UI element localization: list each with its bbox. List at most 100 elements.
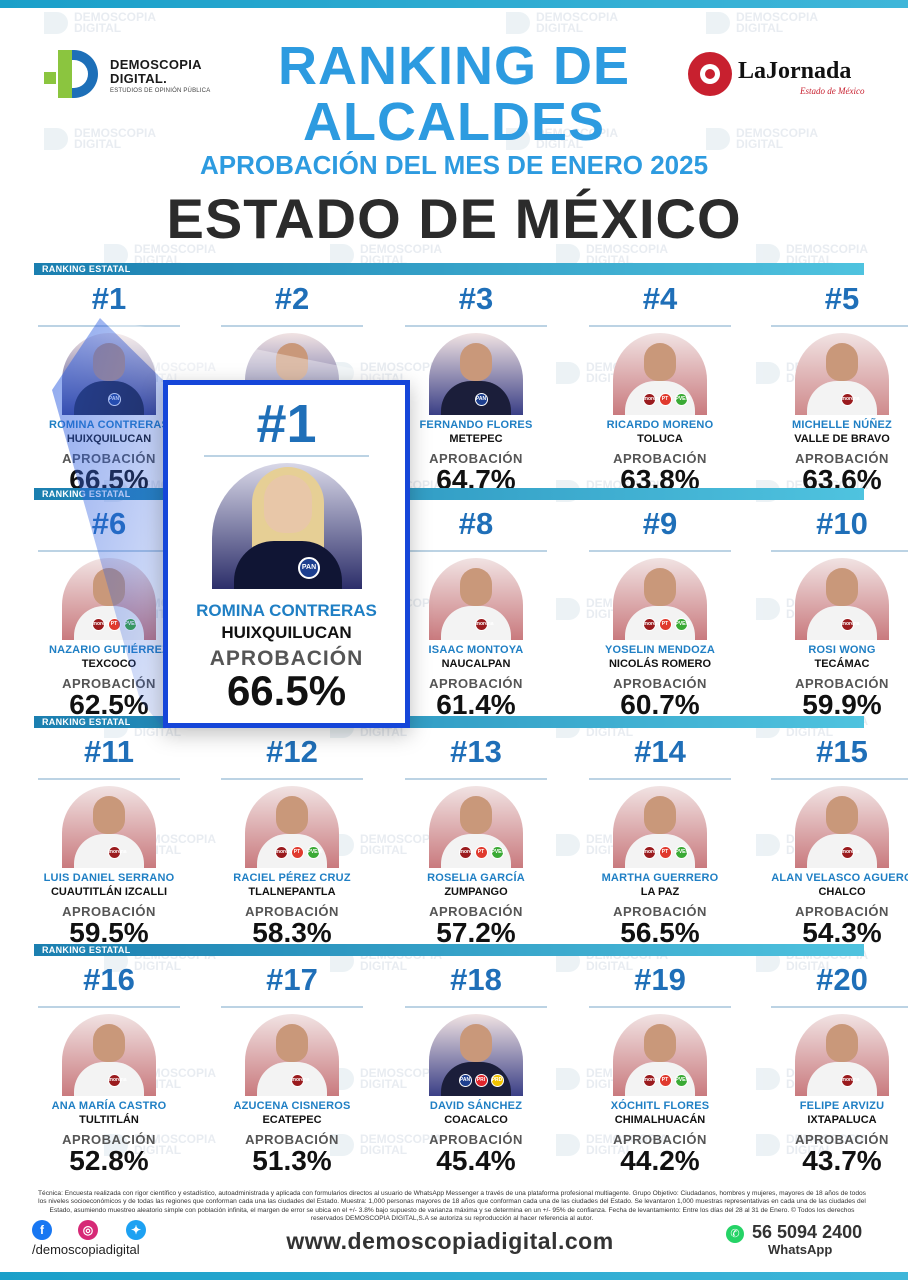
candidate-city: CUAUTITLÁN IZCALLI: [50, 886, 168, 898]
candidate-rank: #14: [634, 734, 686, 769]
morena-party-icon: morena: [458, 846, 478, 859]
candidate-rank: #9: [642, 506, 678, 541]
candidate-name: RICARDO MORENO: [606, 419, 714, 431]
approval-label: APROBACIÓN: [613, 676, 707, 691]
morena-party-icon: morena: [840, 846, 860, 859]
rank-divider: [771, 778, 908, 780]
candidate-name: LUIS DANIEL SERRANO: [43, 872, 175, 884]
candidate-rank: #11: [83, 734, 134, 769]
candidate-city: CHALCO: [818, 886, 866, 898]
candidate-name: ISAAC MONTOYA: [428, 644, 524, 656]
candidate-card: #17 morena AZUCENA CISNEROS ECATEPEC APROBAC…: [217, 962, 367, 1177]
pvem-party-icon: PVEM: [674, 618, 690, 631]
prd-party-icon: PRD: [490, 1074, 504, 1087]
candidate-rank: #13: [450, 734, 502, 769]
whatsapp-contact[interactable]: ✆ 56 5094 2400 WhatsApp: [722, 1222, 882, 1262]
demoscopia-logo-mark: [42, 50, 100, 98]
rank-divider: [38, 550, 180, 552]
candidate-card: #14 morena PT PVEM MARTHA GUERRERO LA PAZ APRO…: [585, 734, 735, 949]
candidate-card: #10 morena ROSI WONG TECÁMAC APROBACIÓN 59.9%: [767, 506, 908, 721]
candidate-city: ZUMPANGO: [444, 886, 508, 898]
candidate-name: ANA MARÍA CASTRO: [51, 1100, 167, 1112]
approval-value: 57.2%: [436, 917, 516, 948]
pan-party-icon: PAN: [298, 557, 320, 579]
pvem-party-icon: PVEM: [490, 846, 506, 859]
candidate-name: DAVID SÁNCHEZ: [429, 1100, 523, 1112]
approval-value: 45.4%: [436, 1145, 516, 1176]
whatsapp-icon: ✆: [726, 1225, 744, 1243]
rank-divider: [589, 1006, 731, 1008]
section-label: RANKING ESTATAL: [42, 717, 131, 727]
candidate-city: COACALCO: [444, 1114, 508, 1126]
social-links: f ◎ ✦ /demoscopiadigital: [32, 1220, 192, 1260]
whatsapp-number[interactable]: 56 5094 2400: [752, 1222, 863, 1242]
ranking-section: RANKING ESTATAL #6 morena PT PVEM NAZARIO GUT…: [34, 488, 908, 720]
candidate-rank: #12: [266, 734, 318, 769]
pt-party-icon: PT: [658, 618, 672, 631]
approval-label: APROBACIÓN: [62, 904, 156, 919]
morena-party-icon: morena: [91, 618, 111, 631]
candidate-city: TOLUCA: [637, 433, 683, 445]
approval-label: APROBACIÓN: [245, 1132, 339, 1147]
candidate-photo: morena: [429, 558, 523, 640]
approval-label: APROBACIÓN: [429, 676, 523, 691]
candidate-card: #8 morena ISAAC MONTOYA NAUCALPAN APROBACIÓN…: [401, 506, 551, 721]
candidate-card: #4 morena PT PVEM RICARDO MORENO TOLUCA APROBA…: [585, 281, 735, 496]
candidate-city: ECATEPEC: [262, 1114, 322, 1126]
title-line-1: RANKING DE: [277, 36, 630, 96]
approval-label: APROBACIÓN: [62, 1132, 156, 1147]
ranking-section: RANKING ESTATAL #16 morena ANA MARÍA CASTRO…: [34, 944, 908, 1176]
approval-value: 56.5%: [620, 917, 700, 948]
candidate-rank: #6: [91, 506, 127, 541]
candidate-city: TECÁMAC: [814, 658, 870, 670]
social-handle[interactable]: /demoscopiadigital: [32, 1242, 140, 1257]
candidate-rank: #5: [824, 281, 860, 316]
pan-party-icon: PAN: [474, 393, 488, 406]
rank-divider: [221, 1006, 363, 1008]
section-band: RANKING ESTATAL: [34, 944, 864, 956]
candidate-photo: morena: [795, 333, 889, 415]
rank-divider: [405, 550, 547, 552]
approval-value: 61.4%: [436, 689, 516, 720]
morena-party-icon: morena: [840, 618, 860, 631]
candidate-card: #20 morena FELIPE ARVIZU IXTAPALUCA APROBACI…: [767, 962, 908, 1177]
candidate-card: #18 PAN PRI PRD DAVID SÁNCHEZ COACALCO APROBAC…: [401, 962, 551, 1177]
candidate-card: #16 morena ANA MARÍA CASTRO TULTITLÁN APROBA…: [34, 962, 184, 1177]
bottom-accent-bar: [0, 1272, 908, 1280]
candidate-city: TULTITLÁN: [79, 1114, 139, 1126]
ranking-section: RANKING ESTATAL #1 PAN ROMINA CONTRERAS HUIX…: [34, 263, 908, 495]
rank-divider: [405, 325, 547, 327]
candidate-photo: morena: [62, 786, 156, 868]
candidate-photo: morena PT PVEM: [613, 1014, 707, 1096]
candidate-photo: morena: [795, 786, 889, 868]
pvem-party-icon: PVEM: [123, 618, 139, 631]
pt-party-icon: PT: [658, 393, 672, 406]
twitter-icon[interactable]: ✦: [126, 1220, 146, 1240]
approval-label: APROBACIÓN: [245, 904, 339, 919]
candidate-card: #3 PAN FERNANDO FLORES METEPEC APROBACIÓN 64.…: [401, 281, 551, 496]
candidate-name: AZUCENA CISNEROS: [233, 1100, 351, 1112]
candidate-city: CHIMALHUACÁN: [614, 1114, 706, 1126]
instagram-icon[interactable]: ◎: [78, 1220, 98, 1240]
rank-divider: [38, 325, 180, 327]
pvem-party-icon: PVEM: [674, 846, 690, 859]
approval-label: APROBACIÓN: [795, 904, 889, 919]
rank-divider: [589, 325, 731, 327]
candidate-card: #5 morena MICHELLE NÚÑEZ VALLE DE BRAVO APRO…: [767, 281, 908, 496]
approval-value: 60.7%: [620, 689, 700, 720]
candidate-rank: #1: [91, 281, 127, 316]
rank-divider: [771, 1006, 908, 1008]
rank-divider: [589, 778, 731, 780]
section-band: RANKING ESTATAL: [34, 263, 864, 275]
rank-divider: [38, 1006, 180, 1008]
morena-party-icon: morena: [107, 846, 127, 859]
pri-party-icon: PRI: [474, 1074, 488, 1087]
facebook-icon[interactable]: f: [32, 1220, 52, 1240]
rank-divider: [589, 550, 731, 552]
website-link[interactable]: www.demoscopiadigital.com: [286, 1228, 614, 1254]
candidate-photo: morena PT PVEM: [613, 333, 707, 415]
section-label: RANKING ESTATAL: [42, 264, 131, 274]
